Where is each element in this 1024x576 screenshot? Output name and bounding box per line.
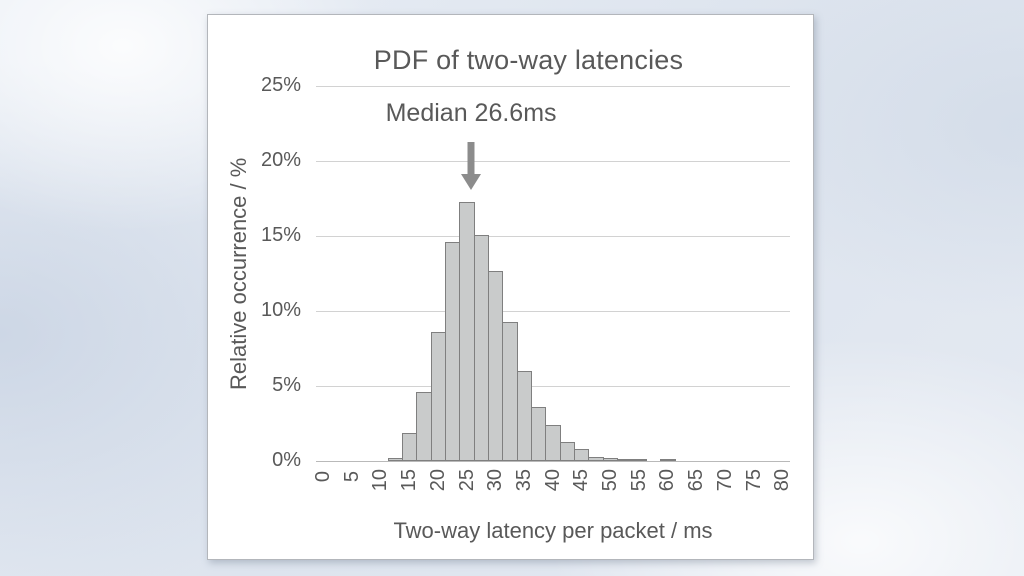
- median-annotation-label: Median 26.6ms: [385, 99, 557, 127]
- x-tick-text: 60: [656, 469, 679, 492]
- histogram-bar: [401, 432, 418, 461]
- x-tick-label: 25: [455, 469, 478, 496]
- x-tick-text: 70: [713, 469, 736, 492]
- x-tick-label: 35: [512, 469, 535, 496]
- x-tick-text: 10: [369, 469, 392, 492]
- histogram-bar: [473, 234, 490, 461]
- histogram-bar: [488, 270, 504, 461]
- x-tick-label: 10: [369, 469, 392, 496]
- x-tick-text: 65: [685, 469, 708, 492]
- gridline: [316, 235, 790, 237]
- x-tick-text: 55: [627, 469, 650, 492]
- x-tick-text: 30: [484, 469, 507, 492]
- histogram-bar: [602, 458, 619, 461]
- x-axis-line: [316, 460, 790, 462]
- gridline: [316, 310, 790, 312]
- histogram-bar: [574, 449, 590, 461]
- median-arrow-icon: [467, 142, 475, 174]
- x-tick-label: 5: [340, 469, 363, 487]
- x-tick-text: 50: [599, 469, 621, 492]
- x-tick-label: 50: [599, 469, 621, 496]
- x-tick-text: 0: [312, 470, 334, 482]
- x-tick-label: 30: [484, 469, 507, 496]
- x-tick-text: 35: [512, 469, 535, 492]
- y-tick-label: 0%: [272, 449, 301, 472]
- x-tick-label: 55: [627, 469, 650, 496]
- x-tick-label: 75: [742, 469, 765, 496]
- plot-area: Relative occurrence / % Median 26.6ms 0%…: [226, 74, 793, 491]
- gridline: [316, 85, 790, 87]
- histogram-bar: [416, 392, 432, 461]
- y-tick-label: 15%: [260, 224, 301, 247]
- x-tick-label: 65: [685, 469, 708, 496]
- x-tick-label: 15: [398, 469, 421, 496]
- x-tick-label: 60: [656, 469, 679, 496]
- histogram-bar: [387, 458, 403, 461]
- histogram-bar: [531, 407, 547, 461]
- y-tick-label: 5%: [272, 374, 301, 397]
- histogram-bar: [617, 459, 633, 461]
- y-tick-label: 10%: [260, 299, 301, 322]
- x-axis-title: Two-way latency per packet / ms: [393, 518, 713, 543]
- x-tick-text: 20: [426, 469, 449, 492]
- x-tick-label: 40: [541, 469, 564, 496]
- x-tick-label: 80: [771, 469, 794, 496]
- x-tick-text: 80: [771, 469, 794, 492]
- x-tick-text: 5: [340, 470, 363, 482]
- x-tick-label: 0: [312, 469, 334, 487]
- x-tick-text: 15: [398, 469, 421, 492]
- histogram-bar: [545, 425, 561, 461]
- histogram-bar: [444, 242, 461, 461]
- histogram-bar: [516, 371, 533, 461]
- x-tick-text: 45: [570, 469, 593, 492]
- y-tick-label: 20%: [260, 149, 301, 172]
- histogram-bar: [502, 321, 518, 461]
- x-tick-label: 45: [570, 469, 593, 496]
- x-tick-label: 70: [713, 469, 736, 496]
- histogram-bar: [631, 459, 647, 461]
- histogram-bar: [430, 332, 446, 461]
- y-axis-title: Relative occurrence / %: [226, 157, 251, 390]
- chart-title: PDF of two-way latencies: [373, 45, 684, 75]
- x-tick-text: 75: [742, 469, 765, 492]
- histogram-bar: [660, 458, 676, 461]
- histogram-bar: [588, 456, 604, 461]
- gridline: [316, 160, 790, 162]
- x-tick-label: 20: [426, 469, 449, 496]
- chart-card: PDF of two-way latencies Relative occurr…: [207, 14, 814, 560]
- x-tick-text: 40: [541, 469, 564, 492]
- median-arrowhead-icon: [461, 174, 482, 190]
- x-tick-text: 25: [455, 469, 478, 492]
- y-tick-label: 25%: [260, 74, 301, 97]
- gridline: [316, 385, 790, 387]
- histogram-bar: [559, 441, 576, 461]
- histogram-bar: [459, 201, 475, 461]
